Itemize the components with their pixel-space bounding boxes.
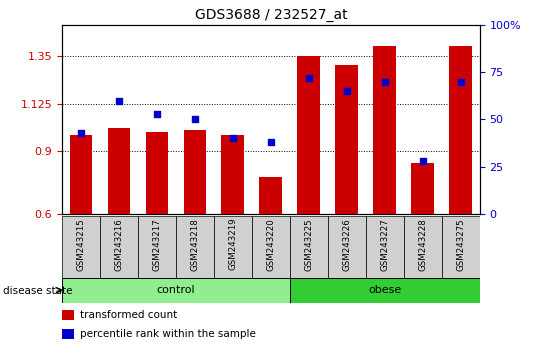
Bar (183, 130, 206, 214)
Bar (108, 128, 130, 214)
Point (381, 79, 389, 84)
Bar (335, 65, 358, 214)
Bar (146, 132, 168, 214)
Bar (298, 56, 320, 214)
Text: GSM243217: GSM243217 (153, 218, 161, 270)
Point (457, 79, 465, 84)
Bar (290, 278, 480, 303)
Bar (222, 135, 244, 214)
Bar (411, 162, 434, 214)
Point (153, 111, 161, 116)
Bar (176, 216, 214, 278)
Bar (328, 216, 366, 278)
Point (305, 75, 313, 81)
Text: control: control (157, 285, 195, 295)
Point (115, 98, 123, 103)
Text: transformed count: transformed count (80, 310, 177, 320)
Bar (70, 135, 92, 214)
Bar (138, 216, 176, 278)
Text: GSM243218: GSM243218 (190, 218, 199, 270)
Bar (252, 216, 290, 278)
Point (229, 136, 237, 141)
Text: GSM243215: GSM243215 (77, 218, 86, 270)
Text: percentile rank within the sample: percentile rank within the sample (80, 329, 256, 339)
Text: GSM243228: GSM243228 (418, 218, 427, 270)
Bar (404, 216, 442, 278)
Bar (214, 216, 252, 278)
Point (191, 116, 199, 122)
Text: GSM243227: GSM243227 (381, 218, 389, 270)
Bar (259, 177, 282, 214)
Text: GSM243226: GSM243226 (342, 218, 351, 270)
Text: disease state: disease state (3, 286, 72, 296)
Bar (62, 278, 290, 303)
Bar (62, 216, 100, 278)
Point (77, 130, 85, 136)
Bar (450, 46, 472, 214)
Text: GSM243216: GSM243216 (114, 218, 123, 270)
Point (266, 139, 275, 145)
Text: GSM243225: GSM243225 (305, 218, 313, 270)
Point (342, 88, 351, 94)
Text: GSM243219: GSM243219 (229, 218, 237, 270)
Title: GDS3688 / 232527_at: GDS3688 / 232527_at (195, 8, 347, 22)
Point (418, 158, 427, 164)
Bar (374, 46, 396, 214)
Text: GSM243220: GSM243220 (266, 218, 275, 270)
Bar (290, 216, 328, 278)
Text: GSM243275: GSM243275 (456, 218, 465, 270)
Text: obese: obese (368, 285, 402, 295)
Bar (100, 216, 138, 278)
Bar (366, 216, 404, 278)
Bar (442, 216, 480, 278)
